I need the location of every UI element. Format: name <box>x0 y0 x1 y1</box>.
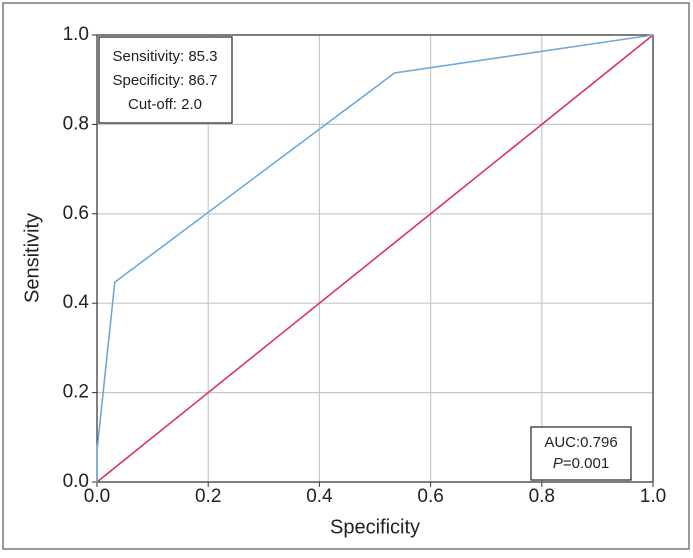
annotation-text: Specificity: 86.7 <box>112 72 217 89</box>
x-tick-label: 0.6 <box>417 486 443 507</box>
p-value: =0.001 <box>563 455 609 472</box>
p-symbol: P <box>553 455 563 472</box>
y-tick-label: 0.4 <box>63 292 90 313</box>
y-axis-label: Sensitivity <box>21 213 43 303</box>
plot-border <box>96 34 654 483</box>
y-tick-label: 0.6 <box>63 203 89 224</box>
annotation-text: Sensitivity: 85.3 <box>112 48 217 65</box>
x-tick-label: 1.0 <box>640 486 666 507</box>
annotation-text: Cut-off: 2.0 <box>128 96 202 113</box>
y-tick-label: 0.2 <box>63 382 89 403</box>
x-tick-label: 0.4 <box>306 486 333 507</box>
x-tick-label: 0.8 <box>529 486 555 507</box>
x-tick-label: 0.0 <box>84 486 110 507</box>
annotation-box <box>530 426 632 481</box>
y-tick-label: 0.8 <box>63 113 89 134</box>
roc-line <box>96 34 654 482</box>
annotation-box <box>98 36 233 124</box>
x-axis-label: Specificity <box>330 516 420 538</box>
x-tick-label: 0.2 <box>195 486 221 507</box>
annotation-text: AUC:0.796 <box>544 434 617 451</box>
annotation-text: P=0.001 <box>553 455 609 472</box>
y-tick-label: 0.0 <box>63 471 89 492</box>
y-tick-label: 1.0 <box>63 24 89 45</box>
roc-line <box>96 34 654 483</box>
